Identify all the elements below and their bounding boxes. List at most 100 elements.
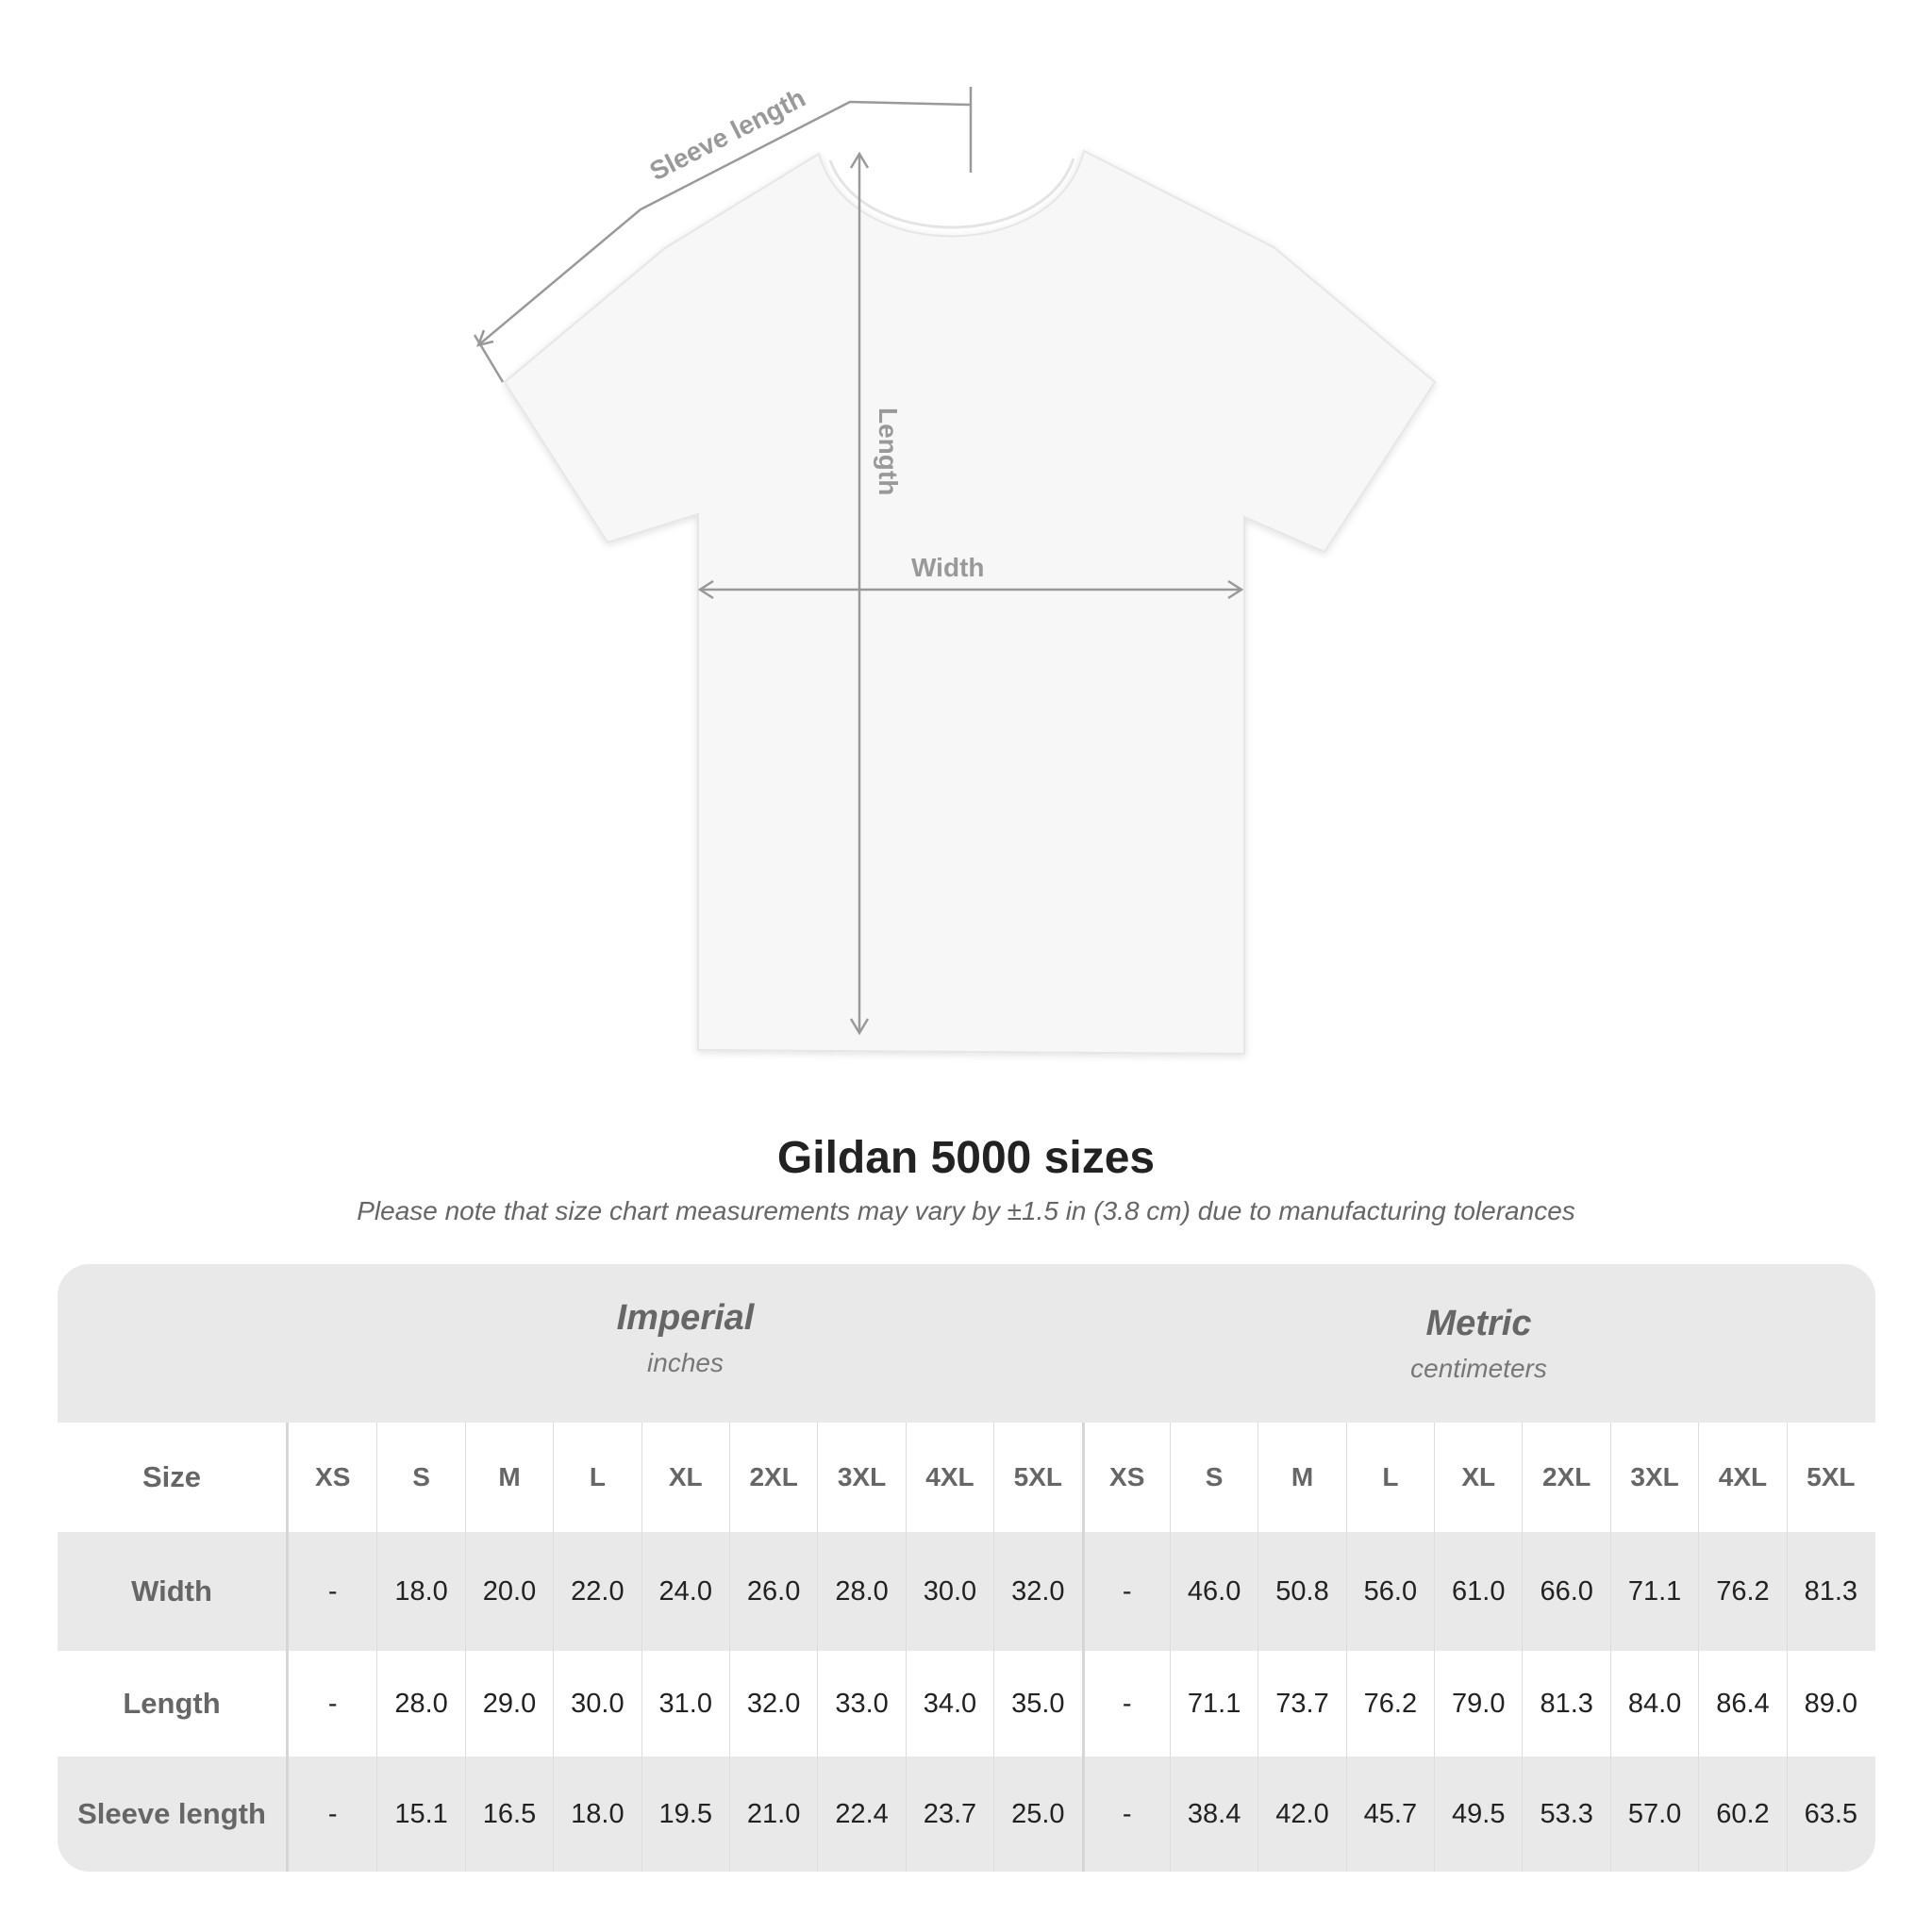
imperial-value-cell: 30.0 xyxy=(905,1532,993,1651)
metric-value-cell: 71.1 xyxy=(1609,1532,1698,1651)
metric-value-cell: 63.5 xyxy=(1786,1757,1874,1872)
imperial-value-cell: 34.0 xyxy=(905,1651,993,1757)
width-arrow-left xyxy=(697,579,714,600)
imperial-value-cell: 19.5 xyxy=(641,1757,729,1872)
imperial-label: Imperial xyxy=(616,1298,755,1338)
metric-value-cell: 81.3 xyxy=(1786,1532,1874,1651)
imperial-value-cell: 16.5 xyxy=(464,1757,553,1872)
metric-header: Metric centimeters xyxy=(1082,1264,1875,1428)
sleeve-line xyxy=(477,100,972,346)
imperial-value-cell: 24.0 xyxy=(641,1532,729,1651)
metric-value-cell: 81.3 xyxy=(1522,1651,1609,1757)
metric-value-cell: - xyxy=(1081,1757,1170,1872)
imperial-header: Imperial inches xyxy=(289,1264,1082,1423)
imperial-value-cell: 21.0 xyxy=(728,1757,817,1872)
row-label: Sleeve length xyxy=(58,1757,289,1872)
size-table: Imperial inches Metric centimeters Size X… xyxy=(58,1264,1875,1872)
imperial-value-cell: - xyxy=(327,1688,338,1719)
imperial-unit: inches xyxy=(647,1348,724,1377)
metric-value-cell: 42.0 xyxy=(1257,1757,1345,1872)
metric-value-cell: 49.5 xyxy=(1434,1757,1522,1872)
metric-value-cell: - xyxy=(1081,1651,1170,1757)
imperial-value-cell: 22.4 xyxy=(817,1757,905,1872)
imperial-value-cell: 26.0 xyxy=(728,1532,817,1651)
size-header-cell: 4XL xyxy=(1698,1423,1786,1532)
imperial-value-cell: 25.0 xyxy=(993,1757,1081,1872)
tolerance-note: Please note that size chart measurements… xyxy=(357,1196,1575,1225)
tshirt-shape xyxy=(503,149,1437,1056)
size-header-cell: S xyxy=(1169,1423,1257,1532)
metric-label: Metric xyxy=(1425,1304,1532,1343)
metric-value-cell: 76.2 xyxy=(1698,1532,1786,1651)
metric-value-cell: 61.0 xyxy=(1434,1532,1522,1651)
metric-value-cell: 89.0 xyxy=(1786,1651,1874,1757)
size-header-cell: M xyxy=(464,1423,553,1532)
row-label: Width xyxy=(58,1532,289,1651)
page-title: Gildan 5000 sizes xyxy=(776,1133,1156,1183)
table-row: Length -28.0 29.0 30.0 31.0 32.0 33.0 34.0 35.0-… xyxy=(58,1651,1875,1757)
metric-value-cell: 86.4 xyxy=(1698,1651,1786,1757)
metric-value-cell: 66.0 xyxy=(1522,1532,1609,1651)
size-header-cell: 5XL xyxy=(1786,1423,1874,1532)
metric-value-cell: 50.8 xyxy=(1257,1532,1345,1651)
size-header-cell: L xyxy=(553,1423,641,1532)
metric-value-cell: 38.4 xyxy=(1169,1757,1257,1872)
imperial-value-cell: 18.0 xyxy=(376,1532,464,1651)
size-header-cell: 3XL xyxy=(1609,1423,1698,1532)
collar xyxy=(828,158,1075,229)
size-header-cell: XS xyxy=(315,1462,351,1491)
size-header-cell: M xyxy=(1257,1423,1345,1532)
imperial-value-cell: 28.0 xyxy=(376,1651,464,1757)
metric-value-cell: 84.0 xyxy=(1609,1651,1698,1757)
imperial-value-cell: 31.0 xyxy=(641,1651,729,1757)
length-label: Length xyxy=(874,408,903,495)
tshirt-diagram: Sleeve length Length Width xyxy=(473,83,1437,1056)
size-header-cell: XL xyxy=(1434,1423,1522,1532)
imperial-value-cell: 30.0 xyxy=(553,1651,641,1757)
table-row: Sleeve length - 15.1 16.5 18.0 19.5 21.0 22.4 23… xyxy=(58,1757,1875,1872)
size-header-cell: 5XL xyxy=(993,1423,1081,1532)
imperial-value-cell: - xyxy=(327,1798,338,1829)
imperial-value-cell: 33.0 xyxy=(817,1651,905,1757)
length-arrow-top xyxy=(849,151,870,169)
imperial-value-cell: 22.0 xyxy=(553,1532,641,1651)
imperial-value-cell: 28.0 xyxy=(817,1532,905,1651)
size-header-row: Size XS S M L XL 2XL 3XL 4XL 5XL XS S M L XL 2XL 3XL 4XL 5… xyxy=(58,1423,1875,1532)
metric-value-cell: 56.0 xyxy=(1345,1532,1434,1651)
imperial-value-cell: 29.0 xyxy=(464,1651,553,1757)
size-header-cell: XL xyxy=(641,1423,729,1532)
imperial-value-cell: 15.1 xyxy=(376,1757,464,1872)
table-row: Width -18.0 20.0 22.0 24.0 26.0 28.0 30.0 32.0-4… xyxy=(58,1532,1875,1651)
metric-value-cell: 57.0 xyxy=(1609,1757,1698,1872)
metric-unit: centimeters xyxy=(1410,1354,1547,1383)
imperial-value-cell: 35.0 xyxy=(993,1651,1081,1757)
row-label: Size xyxy=(58,1423,289,1532)
metric-value-cell: 45.7 xyxy=(1345,1757,1434,1872)
size-header-cell: XS xyxy=(1081,1423,1170,1532)
metric-value-cell: 76.2 xyxy=(1345,1651,1434,1757)
size-header-cell: 2XL xyxy=(1522,1423,1609,1532)
size-header-cell: 2XL xyxy=(728,1423,817,1532)
row-label: Length xyxy=(58,1651,289,1757)
width-arrow-right xyxy=(1227,579,1244,600)
length-arrow-bottom xyxy=(849,1018,870,1036)
imperial-value-cell: 32.0 xyxy=(728,1651,817,1757)
imperial-value-cell: 18.0 xyxy=(553,1757,641,1872)
metric-value-cell: 60.2 xyxy=(1698,1757,1786,1872)
size-header-cell: 4XL xyxy=(905,1423,993,1532)
imperial-value-cell: - xyxy=(327,1575,338,1607)
width-label: Width xyxy=(911,553,985,582)
imperial-value-cell: 20.0 xyxy=(464,1532,553,1651)
imperial-value-cell: 23.7 xyxy=(905,1757,993,1872)
metric-value-cell: 53.3 xyxy=(1522,1757,1609,1872)
metric-value-cell: - xyxy=(1081,1532,1170,1651)
metric-value-cell: 71.1 xyxy=(1169,1651,1257,1757)
size-header-cell: L xyxy=(1345,1423,1434,1532)
size-header-cell: 3XL xyxy=(817,1423,905,1532)
metric-value-cell: 79.0 xyxy=(1434,1651,1522,1757)
metric-value-cell: 46.0 xyxy=(1169,1532,1257,1651)
imperial-value-cell: 32.0 xyxy=(993,1532,1081,1651)
sleeve-arrow xyxy=(475,329,494,347)
metric-value-cell: 73.7 xyxy=(1257,1651,1345,1757)
size-header-cell: S xyxy=(376,1423,464,1532)
